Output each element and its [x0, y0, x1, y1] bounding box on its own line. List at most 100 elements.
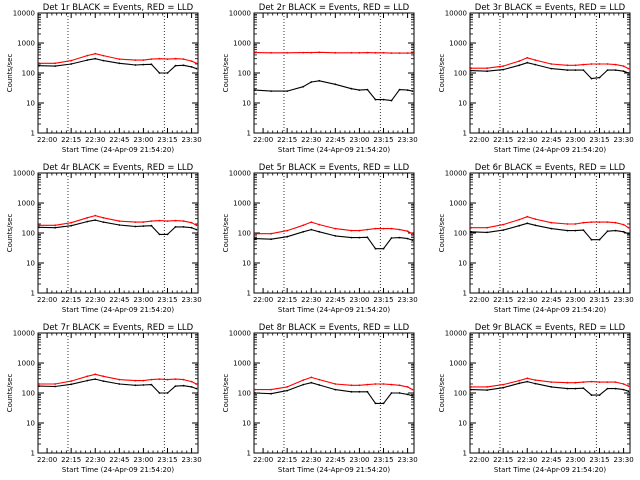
- x-tick-label: 23:15: [589, 296, 609, 304]
- data-point-lld: [406, 230, 409, 233]
- data-point-lld: [118, 58, 121, 60]
- data-point-lld: [94, 52, 97, 55]
- y-tick-label: 100: [238, 70, 251, 78]
- data-point-lld: [574, 64, 577, 67]
- data-point-events: [614, 69, 617, 71]
- data-point-lld: [374, 51, 377, 54]
- data-point-events: [366, 236, 369, 239]
- x-axis-label: Start Time (24-Apr-09 21:54:20): [62, 466, 174, 474]
- data-point-lld: [166, 378, 169, 381]
- data-point-events: [398, 236, 401, 239]
- panel-det-2: Det 2r BLACK = Events, RED = LLD 1 10 100 10…: [222, 3, 418, 154]
- x-tick-label: 23:00: [565, 456, 585, 464]
- x-tick-label: 23:30: [613, 136, 633, 144]
- data-point-lld: [534, 379, 537, 381]
- data-point-lld: [254, 51, 256, 54]
- y-tick-label: 1000: [17, 40, 35, 48]
- x-tick-label: 22:15: [61, 296, 81, 304]
- data-point-lld: [86, 54, 89, 57]
- y-tick-label: 100: [22, 70, 35, 78]
- data-point-events: [411, 90, 414, 92]
- data-point-lld: [38, 224, 40, 227]
- y-tick-label: 10000: [445, 10, 467, 18]
- y-axis-label: Counts/sec: [438, 54, 446, 93]
- data-point-lld: [166, 58, 169, 60]
- data-point-lld: [190, 221, 193, 224]
- data-point-events: [254, 237, 256, 240]
- panel-title: Det 6r BLACK = Events, RED = LLD: [475, 163, 626, 173]
- series-line-lld: [39, 53, 197, 64]
- series-line-lld: [255, 376, 413, 391]
- x-axis-label: Start Time (24-Apr-09 21:54:20): [494, 146, 606, 154]
- data-point-events: [350, 390, 353, 393]
- data-point-events: [182, 64, 185, 67]
- y-tick-label: 10000: [445, 330, 467, 338]
- data-point-events: [590, 238, 593, 241]
- data-point-lld: [174, 219, 177, 222]
- data-point-events: [526, 222, 529, 225]
- data-point-lld: [534, 59, 537, 61]
- data-point-events: [254, 89, 256, 91]
- plot-frame: [469, 12, 631, 134]
- data-point-events: [166, 233, 169, 236]
- y-tick-label: 10000: [445, 170, 467, 178]
- data-point-events: [526, 380, 529, 383]
- data-point-events: [102, 221, 105, 224]
- x-tick-label: 22:45: [109, 136, 129, 144]
- x-axis-label: Start Time (24-Apr-09 21:54:20): [278, 146, 390, 154]
- x-tick-label: 22:45: [109, 456, 129, 464]
- data-point-events: [54, 226, 56, 229]
- data-point-events: [411, 395, 414, 397]
- x-tick-label: 22:15: [277, 456, 297, 464]
- data-point-events: [318, 384, 321, 386]
- y-axis-label: Counts/sec: [222, 374, 230, 413]
- series-line-events: [255, 229, 413, 250]
- data-point-lld: [606, 381, 609, 383]
- y-tick-label: 1: [247, 290, 251, 298]
- data-point-events: [502, 229, 505, 232]
- data-point-events: [550, 227, 553, 230]
- data-point-events: [195, 228, 198, 231]
- x-tick-label: 23:00: [349, 296, 369, 304]
- data-point-lld: [54, 224, 56, 227]
- data-point-events: [382, 247, 385, 250]
- data-point-lld: [54, 383, 56, 385]
- data-point-lld: [366, 228, 369, 231]
- data-point-events: [118, 62, 121, 65]
- y-tick-label: 100: [454, 390, 467, 398]
- data-point-events: [358, 236, 361, 239]
- data-point-events: [174, 226, 177, 228]
- data-point-events: [550, 386, 553, 388]
- x-axis-label: Start Time (24-Apr-09 21:54:20): [278, 466, 390, 474]
- data-point-lld: [622, 223, 625, 226]
- data-point-lld: [318, 51, 321, 54]
- panel-title: Det 8r BLACK = Events, RED = LLD: [259, 323, 410, 333]
- panel-title: Det 5r BLACK = Events, RED = LLD: [259, 163, 410, 173]
- data-point-events: [158, 233, 161, 236]
- series-line-lld: [255, 221, 413, 235]
- data-point-lld: [270, 388, 272, 391]
- data-point-lld: [182, 378, 185, 381]
- data-point-lld: [270, 232, 272, 235]
- data-point-events: [606, 230, 609, 233]
- data-point-events: [518, 64, 521, 67]
- data-point-lld: [118, 220, 121, 223]
- y-tick-label: 100: [454, 230, 467, 238]
- data-point-lld: [318, 378, 321, 381]
- data-point-lld: [94, 214, 97, 217]
- data-point-events: [590, 77, 593, 80]
- panel-title: Det 3r BLACK = Events, RED = LLD: [475, 3, 626, 13]
- x-tick-label: 22:45: [541, 136, 561, 144]
- data-point-lld: [382, 51, 385, 54]
- data-point-lld: [254, 232, 256, 235]
- data-point-events: [38, 226, 40, 229]
- data-point-lld: [627, 67, 630, 70]
- series-line-events: [471, 381, 629, 396]
- data-point-events: [310, 381, 313, 384]
- x-tick-label: 22:30: [301, 296, 321, 304]
- x-tick-label: 22:15: [61, 456, 81, 464]
- y-tick-label: 10: [26, 260, 35, 268]
- data-point-events: [358, 390, 361, 393]
- y-tick-label: 10: [458, 420, 467, 428]
